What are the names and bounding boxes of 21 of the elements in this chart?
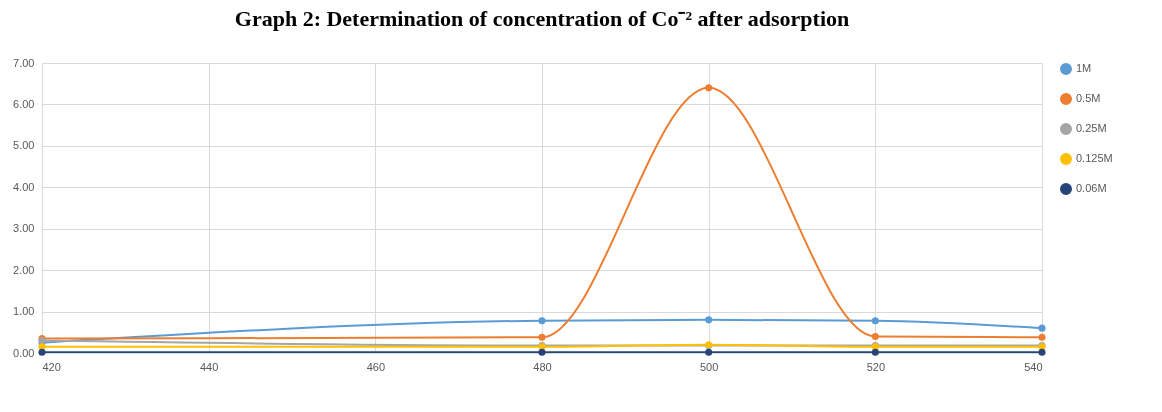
x-tick-label: 460 xyxy=(366,360,386,373)
legend-label: 0.25M xyxy=(1076,122,1107,134)
legend-label: 0.5M xyxy=(1076,92,1101,104)
legend-label: 0.125M xyxy=(1076,152,1113,164)
y-tick-label: 0.00 xyxy=(13,346,35,359)
x-tick-label: 500 xyxy=(699,360,719,373)
y-tick-label: 6.00 xyxy=(13,97,35,110)
y-tick-label: 5.00 xyxy=(13,139,35,152)
y-tick-label: 3.00 xyxy=(13,222,35,235)
legend-label: 0.06M xyxy=(1076,182,1107,194)
x-tick-label: 420 xyxy=(42,360,61,373)
y-tick-label: 2.00 xyxy=(13,263,35,276)
legend-label: 1M xyxy=(1076,62,1092,74)
y-tick-label: 4.00 xyxy=(13,180,35,193)
x-tick-label: 440 xyxy=(199,360,219,373)
x-tick-label: 480 xyxy=(533,360,552,373)
x-tick-label: 520 xyxy=(866,360,886,373)
chart-title: Graph 2: Determination of concentration of Co⁻² after adsorption xyxy=(234,6,850,31)
x-tick-label: 540 xyxy=(1024,360,1043,373)
y-tick-label: 7.00 xyxy=(13,56,35,69)
y-tick-label: 1.00 xyxy=(13,305,35,318)
